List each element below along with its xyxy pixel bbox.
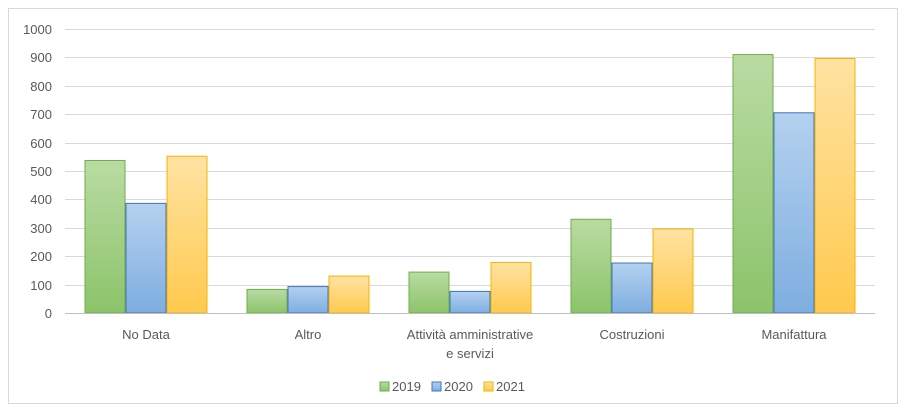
bar-2020-2 [449,290,491,314]
legend-swatch-2021 [483,381,494,392]
bar-2019-4 [732,54,774,314]
y-tick-label: 100 [30,278,52,293]
bar-2021-3 [652,228,694,314]
bar-2020-1 [287,286,329,314]
legend-swatch-2019 [379,381,390,392]
bar-2021-4 [814,58,856,314]
x-tick-label: e servizi [446,346,494,361]
bar-2021-1 [328,275,370,314]
y-tick-label: 300 [30,221,52,236]
bar-2019-3 [570,218,612,314]
y-axis: 0 100 200 300 400 500 600 700 800 900 1000 [23,22,52,321]
y-tick-label: 500 [30,164,52,179]
x-axis: No Data Altro Attività amministrative e ser… [65,313,875,361]
bar-2019-2 [408,271,450,314]
bar-2020-0 [125,202,167,314]
legend-label: 2021 [496,379,525,394]
y-tick-label: 0 [45,306,52,321]
y-tick-label: 700 [30,107,52,122]
legend-swatch-2020 [431,381,442,392]
y-tick-label: 800 [30,79,52,94]
bar-2021-2 [490,261,532,314]
legend: 2019 2020 2021 [379,379,525,394]
legend-label: 2020 [444,379,473,394]
x-tick-label: Altro [295,327,322,342]
y-tick-label: 1000 [23,22,52,37]
legend-label: 2019 [392,379,421,394]
y-tick-label: 600 [30,136,52,151]
bar-2019-0 [84,159,126,314]
y-tick-label: 200 [30,249,52,264]
y-tick-label: 900 [30,50,52,65]
bar-2020-4 [773,112,815,314]
bar-2021-0 [166,155,208,314]
bars [84,54,856,314]
bar-2019-1 [246,288,288,314]
y-tick-label: 400 [30,192,52,207]
bar-2020-3 [611,262,653,314]
x-tick-label: Costruzioni [599,327,664,342]
x-tick-label: Manifattura [761,327,827,342]
x-tick-label: Attività amministrative [407,327,533,342]
x-tick-label: No Data [122,327,170,342]
